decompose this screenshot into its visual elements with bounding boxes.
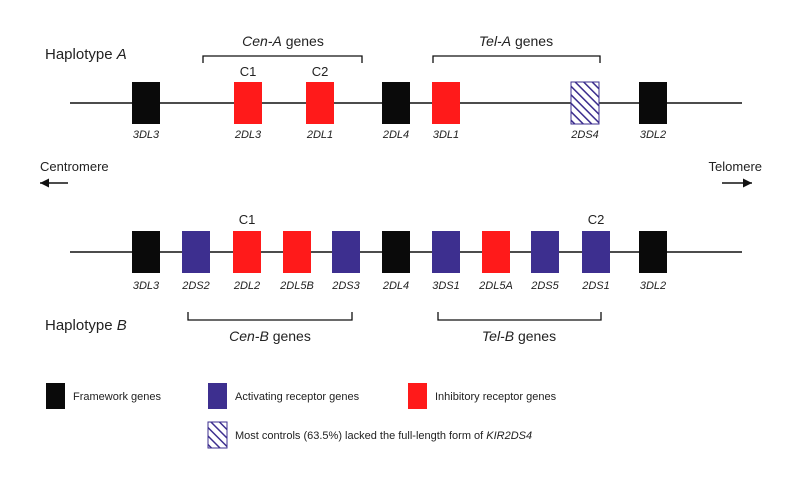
haplotype-a-title: Haplotype A	[45, 46, 127, 63]
haplotype-a-gene-box-2dl4	[382, 82, 410, 124]
haplotype-b-title: Haplotype B	[45, 317, 127, 334]
haplotype-a-gene-label-2ds4: 2DS4	[570, 129, 599, 141]
haplotype-b-gene-box-2ds2	[182, 231, 210, 273]
legend-framework-label: Framework genes	[73, 391, 162, 403]
haplotype-b-gene-label-3dl2: 3DL2	[640, 280, 666, 292]
haplotype-a-gene-box-3dl3	[132, 82, 160, 124]
haplotype-b-gene-label-2dl4: 2DL4	[382, 280, 409, 292]
haplotype-b-gene-label-2ds3: 2DS3	[331, 280, 360, 292]
haplotype-a-gene-box-2ds4	[570, 81, 600, 125]
haplotype-a-gene-box-2dl3	[234, 82, 262, 124]
haplotype-a-gene-box-3dl1	[432, 82, 460, 124]
haplotype-b-gene-box-3dl3	[132, 231, 160, 273]
haplotype-b-gene-box-2dl5b	[283, 231, 311, 273]
haplotype-b-gene-box-2dl4	[382, 231, 410, 273]
haplotype-b-gene-label-2dl5a: 2DL5A	[478, 280, 513, 292]
haplotype-a-allele-label-2dl3: C1	[240, 64, 257, 79]
cen-b-group-label: Cen-B genes	[229, 328, 311, 344]
tel-a-brace	[432, 55, 601, 63]
haplotype-a-allele-label-2dl1: C2	[312, 64, 329, 79]
haplotype-a-gene-label-2dl1: 2DL1	[306, 129, 333, 141]
legend-hatched-swatch	[207, 421, 228, 449]
haplotype-b-gene-label-3ds1: 3DS1	[432, 280, 460, 292]
legend-activating-label: Activating receptor genes	[235, 391, 360, 403]
tel-b-brace	[437, 312, 602, 321]
tel-b-group-label: Tel-B genes	[482, 328, 556, 344]
haplotype-b-allele-label-2ds1: C2	[588, 212, 605, 227]
haplotype-a-gene-label-3dl2: 3DL2	[640, 129, 666, 141]
haplotype-b-gene-box-2ds3	[332, 231, 360, 273]
haplotype-b-gene-label-2ds1: 2DS1	[581, 280, 610, 292]
haplotype-a-gene-box-2dl1	[306, 82, 334, 124]
haplotype-a-gene-label-2dl4: 2DL4	[382, 129, 409, 141]
haplotype-b-gene-box-2dl5a	[482, 231, 510, 273]
haplotype-b-gene-label-2dl2: 2DL2	[233, 280, 260, 292]
haplotype-b-gene-box-2ds1	[582, 231, 610, 273]
haplotype-b-gene-box-2ds5	[531, 231, 559, 273]
legend-inhibitory-swatch	[408, 383, 427, 409]
cen-a-group-label: Cen-A genes	[242, 33, 324, 49]
legend-framework-swatch	[46, 383, 65, 409]
cen-a-brace	[202, 55, 363, 63]
haplotype-b-gene-label-2dl5b: 2DL5B	[279, 280, 314, 292]
tel-a-group-label: Tel-A genes	[479, 33, 553, 49]
haplotype-a-gene-label-3dl3: 3DL3	[133, 129, 160, 141]
haplotype-b-allele-label-2dl2: C1	[239, 212, 256, 227]
legend-inhibitory-label: Inhibitory receptor genes	[435, 391, 557, 403]
cen-b-brace	[187, 312, 353, 321]
haplotype-b-gene-box-3dl2	[639, 231, 667, 273]
haplotype-a-genes: 3DL3 2DL3 C1 2DL1 C2 2DL4 3DL1 2DS4 3DL2	[132, 64, 667, 141]
haplotype-b-gene-label-2ds2: 2DS2	[181, 280, 210, 292]
haplotype-a-gene-box-3dl2	[639, 82, 667, 124]
haplotype-b-gene-label-3dl3: 3DL3	[133, 280, 160, 292]
telomere-label: Telomere	[709, 159, 762, 174]
haplotype-b-gene-label-2ds5: 2DS5	[530, 280, 559, 292]
haplotype-a-gene-label-3dl1: 3DL1	[433, 129, 459, 141]
legend-hatched-label: Most controls (63.5%) lacked the full-le…	[235, 430, 532, 442]
haplotype-b-gene-box-2dl2	[233, 231, 261, 273]
haplotype-b-gene-box-3ds1	[432, 231, 460, 273]
haplotype-b-genes: 3DL3 2DS2 2DL2 C1 2DL5B 2DS3 2DL4 3DS1 2DL5A 2DS5…	[132, 212, 667, 292]
legend-activating-swatch	[208, 383, 227, 409]
haplotype-a-gene-label-2dl3: 2DL3	[234, 129, 262, 141]
legend: Framework genes Activating receptor gene…	[46, 383, 557, 449]
centromere-label: Centromere	[40, 159, 109, 174]
